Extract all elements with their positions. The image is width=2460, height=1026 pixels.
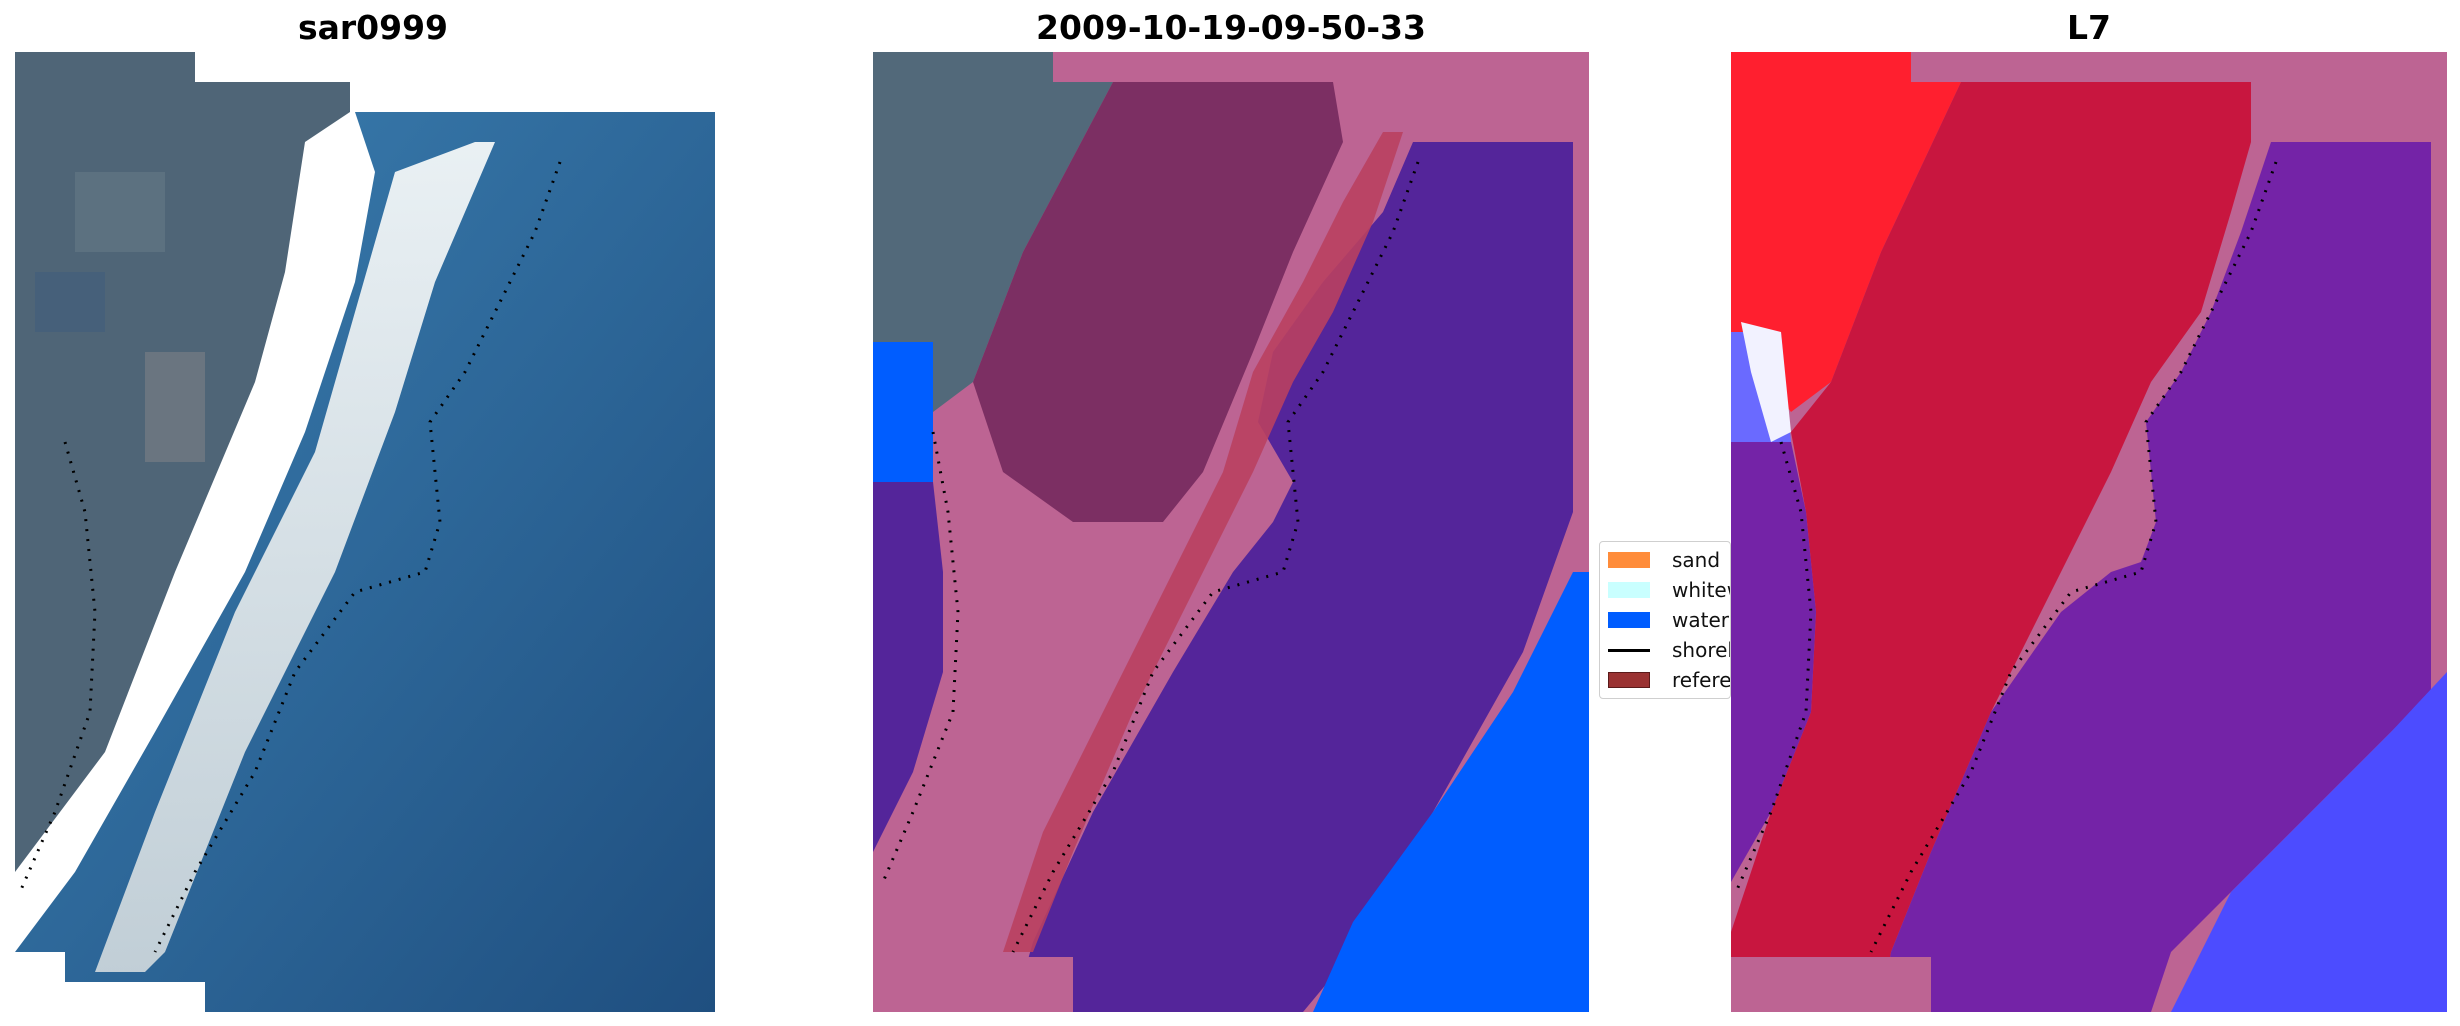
legend-item-shoreline: shoreline xyxy=(1608,636,1730,662)
legend-item-reference: reference xyxy=(1608,666,1731,692)
legend-item-water: water xyxy=(1608,606,1730,632)
legend-label: sand xyxy=(1672,548,1721,572)
panel-title-index: L7 xyxy=(2067,8,2111,47)
land-visible xyxy=(873,52,1113,412)
index-purple-left xyxy=(1731,442,1816,882)
rgb-image-panel xyxy=(15,52,731,1012)
panel-title-classified: 2009-10-19-09-50-33 xyxy=(1036,8,1426,47)
legend-swatch-sand xyxy=(1608,552,1650,568)
index-red xyxy=(1731,82,2251,1012)
index-left-white xyxy=(1741,322,1791,442)
sand-band xyxy=(1003,132,1403,952)
land-texture xyxy=(75,172,165,252)
water-left xyxy=(873,342,933,482)
legend-swatch-whitewater xyxy=(1608,582,1650,598)
shoreline-land xyxy=(1734,441,1813,893)
land-texture xyxy=(35,272,105,332)
shoreline-land xyxy=(18,441,97,893)
water-right xyxy=(1313,572,1589,1012)
legend-label: shoreline xyxy=(1672,638,1730,662)
legend-swatch-water xyxy=(1608,612,1650,628)
whitewater-band xyxy=(95,142,495,972)
rgb-image xyxy=(15,52,731,1012)
index-purple xyxy=(1881,142,2431,1012)
legend-swatch-reference xyxy=(1608,672,1650,688)
classified-image xyxy=(873,52,1589,1012)
index-image-panel xyxy=(1731,52,2447,1012)
legend-item-sand: sand xyxy=(1608,546,1730,572)
classified-image-panel xyxy=(873,52,1589,1012)
index-image xyxy=(1731,52,2447,1012)
index-blue xyxy=(2171,672,2447,1012)
index-bright-red xyxy=(1731,52,1961,412)
legend-line-shoreline xyxy=(1608,649,1650,652)
land-class xyxy=(973,82,1343,522)
land-texture xyxy=(145,352,205,462)
water-class xyxy=(1013,142,1573,1012)
panel-title-rgb: sar0999 xyxy=(297,8,449,47)
legend-label: reference xyxy=(1672,668,1731,692)
water-class-left xyxy=(873,482,943,852)
legend-label: water xyxy=(1672,608,1729,632)
shoreline-land xyxy=(881,431,960,883)
